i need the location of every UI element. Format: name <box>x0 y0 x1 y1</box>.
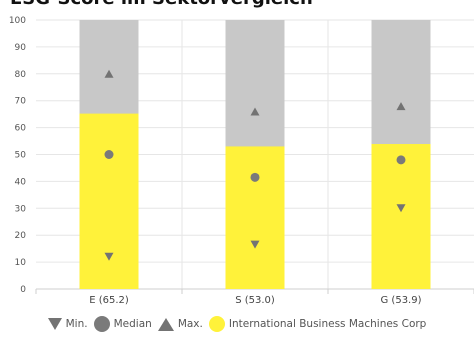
y-tick-label: 50 <box>15 151 27 161</box>
marker-median <box>397 155 406 164</box>
bars <box>80 20 431 289</box>
y-tick-label: 10 <box>15 258 27 268</box>
bar-company <box>226 146 285 289</box>
y-tick-label: 90 <box>15 43 27 53</box>
y-tick-label: 80 <box>15 70 27 80</box>
x-category-label: S (53.0) <box>235 295 275 306</box>
y-tick-label: 20 <box>15 231 27 241</box>
legend-item-min[interactable]: Min. <box>48 318 88 330</box>
legend-item-max[interactable]: Max. <box>158 318 203 331</box>
triangle-down-icon <box>48 318 62 330</box>
bar-company <box>372 144 431 289</box>
legend: Min. Median Max. International Business … <box>0 316 474 332</box>
y-tick-label: 100 <box>9 16 26 26</box>
circle-icon <box>94 316 110 332</box>
triangle-up-icon <box>158 318 174 331</box>
esg-chart: 0 10 20 30 40 50 60 70 80 90 100 E (65.2) S (53.0) G… <box>0 0 474 310</box>
y-tick-label: 0 <box>20 285 26 295</box>
y-tick-label: 30 <box>15 204 27 214</box>
bar-company <box>80 114 139 289</box>
legend-label-median: Median <box>114 318 152 330</box>
y-tick-label: 40 <box>15 177 27 187</box>
legend-label-min: Min. <box>66 318 88 330</box>
company-circle-icon <box>209 316 225 332</box>
legend-item-company[interactable]: International Business Machines Corp <box>209 316 427 332</box>
y-tick-label: 60 <box>15 124 27 134</box>
legend-label-company: International Business Machines Corp <box>229 318 427 330</box>
x-axis-categories: E (65.2) S (53.0) G (53.9) <box>89 295 421 306</box>
y-tick-label: 70 <box>15 97 27 107</box>
x-category-label: G (53.9) <box>381 295 422 306</box>
x-category-label: E (65.2) <box>89 295 129 306</box>
legend-label-max: Max. <box>178 318 203 330</box>
marker-median <box>105 150 114 159</box>
marker-median <box>251 173 260 182</box>
legend-item-median[interactable]: Median <box>94 316 152 332</box>
y-axis-ticks: 0 10 20 30 40 50 60 70 80 90 100 <box>9 16 26 295</box>
